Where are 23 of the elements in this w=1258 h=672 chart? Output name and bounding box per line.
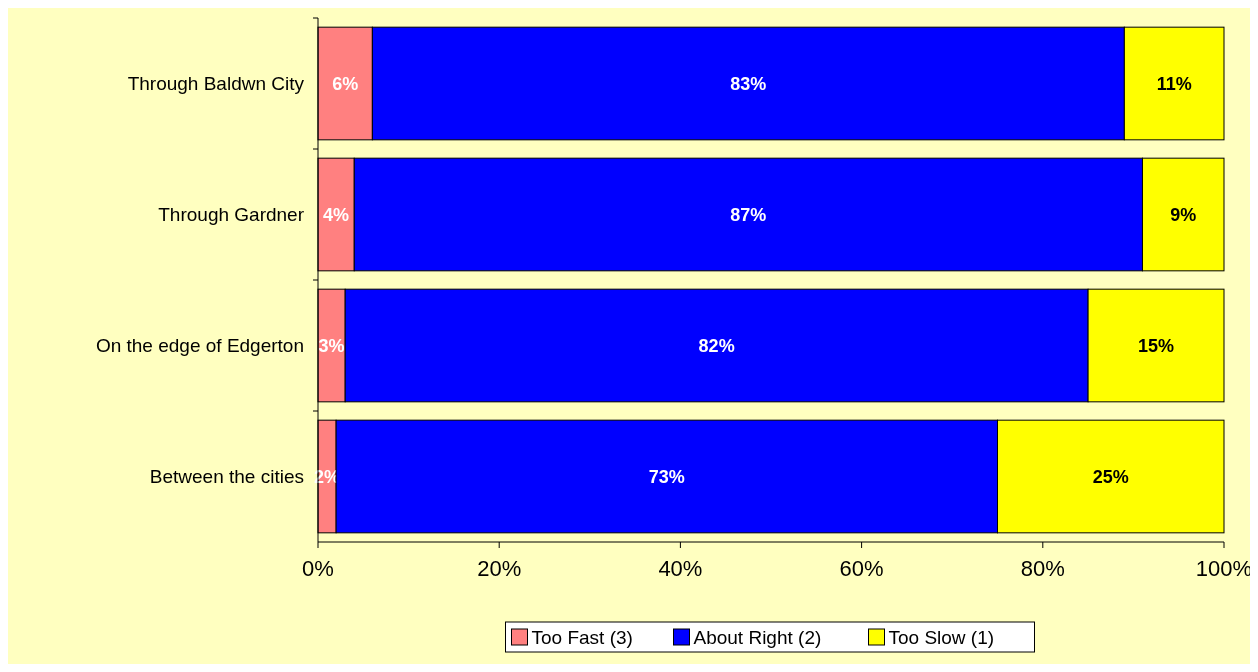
- legend-label: About Right (2): [693, 626, 822, 648]
- x-tick-label: 80%: [1020, 556, 1065, 581]
- x-tick-label: 0%: [302, 556, 334, 581]
- data-label: 11%: [1156, 73, 1192, 94]
- data-label: 6%: [332, 73, 359, 94]
- data-label: 9%: [1170, 204, 1197, 225]
- data-label: 4%: [323, 204, 350, 225]
- data-label: 3%: [318, 335, 345, 356]
- data-label: 25%: [1092, 466, 1129, 487]
- data-label: 15%: [1138, 335, 1175, 356]
- data-label: 82%: [698, 335, 735, 356]
- y-tick-label: Through Baldwn City: [127, 73, 305, 95]
- data-label: 73%: [648, 466, 685, 487]
- y-tick-label: Through Gardner: [158, 204, 305, 226]
- legend-label: Too Slow (1): [888, 626, 995, 648]
- legend-label: Too Fast (3): [531, 626, 633, 648]
- x-tick-label: 40%: [658, 556, 703, 581]
- data-label: 83%: [730, 73, 767, 94]
- data-label: 87%: [730, 204, 767, 225]
- y-tick-label: Between the cities: [149, 466, 304, 488]
- y-tick-label: On the edge of Edgerton: [95, 335, 304, 357]
- x-tick-label: 20%: [477, 556, 522, 581]
- x-tick-label: 60%: [839, 556, 884, 581]
